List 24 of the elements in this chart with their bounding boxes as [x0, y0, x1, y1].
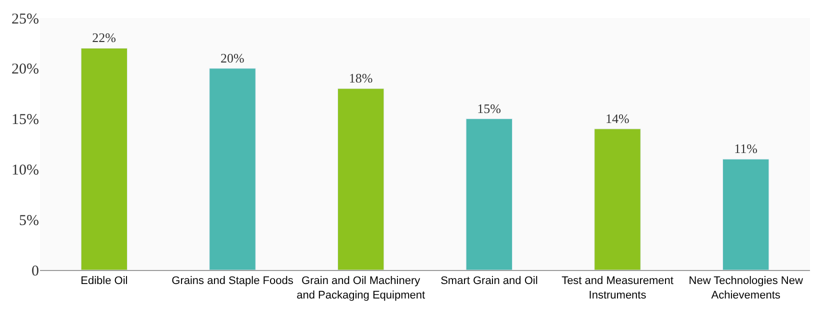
bar: [722, 158, 770, 270]
data-label: 22%: [92, 30, 116, 46]
x-tick-label: Smart Grain and Oil: [440, 275, 538, 288]
x-tick-label: Grain and Oil Machinery and Packaging Equipment: [296, 275, 426, 302]
y-tick-label: 5%: [19, 212, 39, 229]
bar: [337, 88, 384, 270]
data-label: 14%: [606, 110, 630, 126]
y-tick-label: 15%: [12, 112, 39, 128]
x-tick-label: New Technologies New Achievements: [688, 275, 803, 302]
bar: [466, 118, 513, 270]
data-label: 11%: [734, 141, 758, 156]
x-tick-label: Grains and Staple Foods: [172, 275, 294, 288]
y-tick-label: 25%: [12, 11, 39, 28]
bar: [80, 48, 128, 270]
y-tick-label: 10%: [12, 162, 39, 178]
data-label: 15%: [477, 100, 502, 116]
bar: [594, 128, 641, 270]
x-tick-label: Test and Measurement Instruments: [562, 275, 674, 302]
data-label: 18%: [348, 70, 373, 86]
y-tick-label: 20%: [12, 62, 39, 78]
x-tick-label: Edible Oil: [80, 275, 128, 288]
y-tick-label: 0: [32, 263, 39, 280]
data-label: 20%: [220, 50, 244, 66]
bar: [209, 68, 256, 270]
